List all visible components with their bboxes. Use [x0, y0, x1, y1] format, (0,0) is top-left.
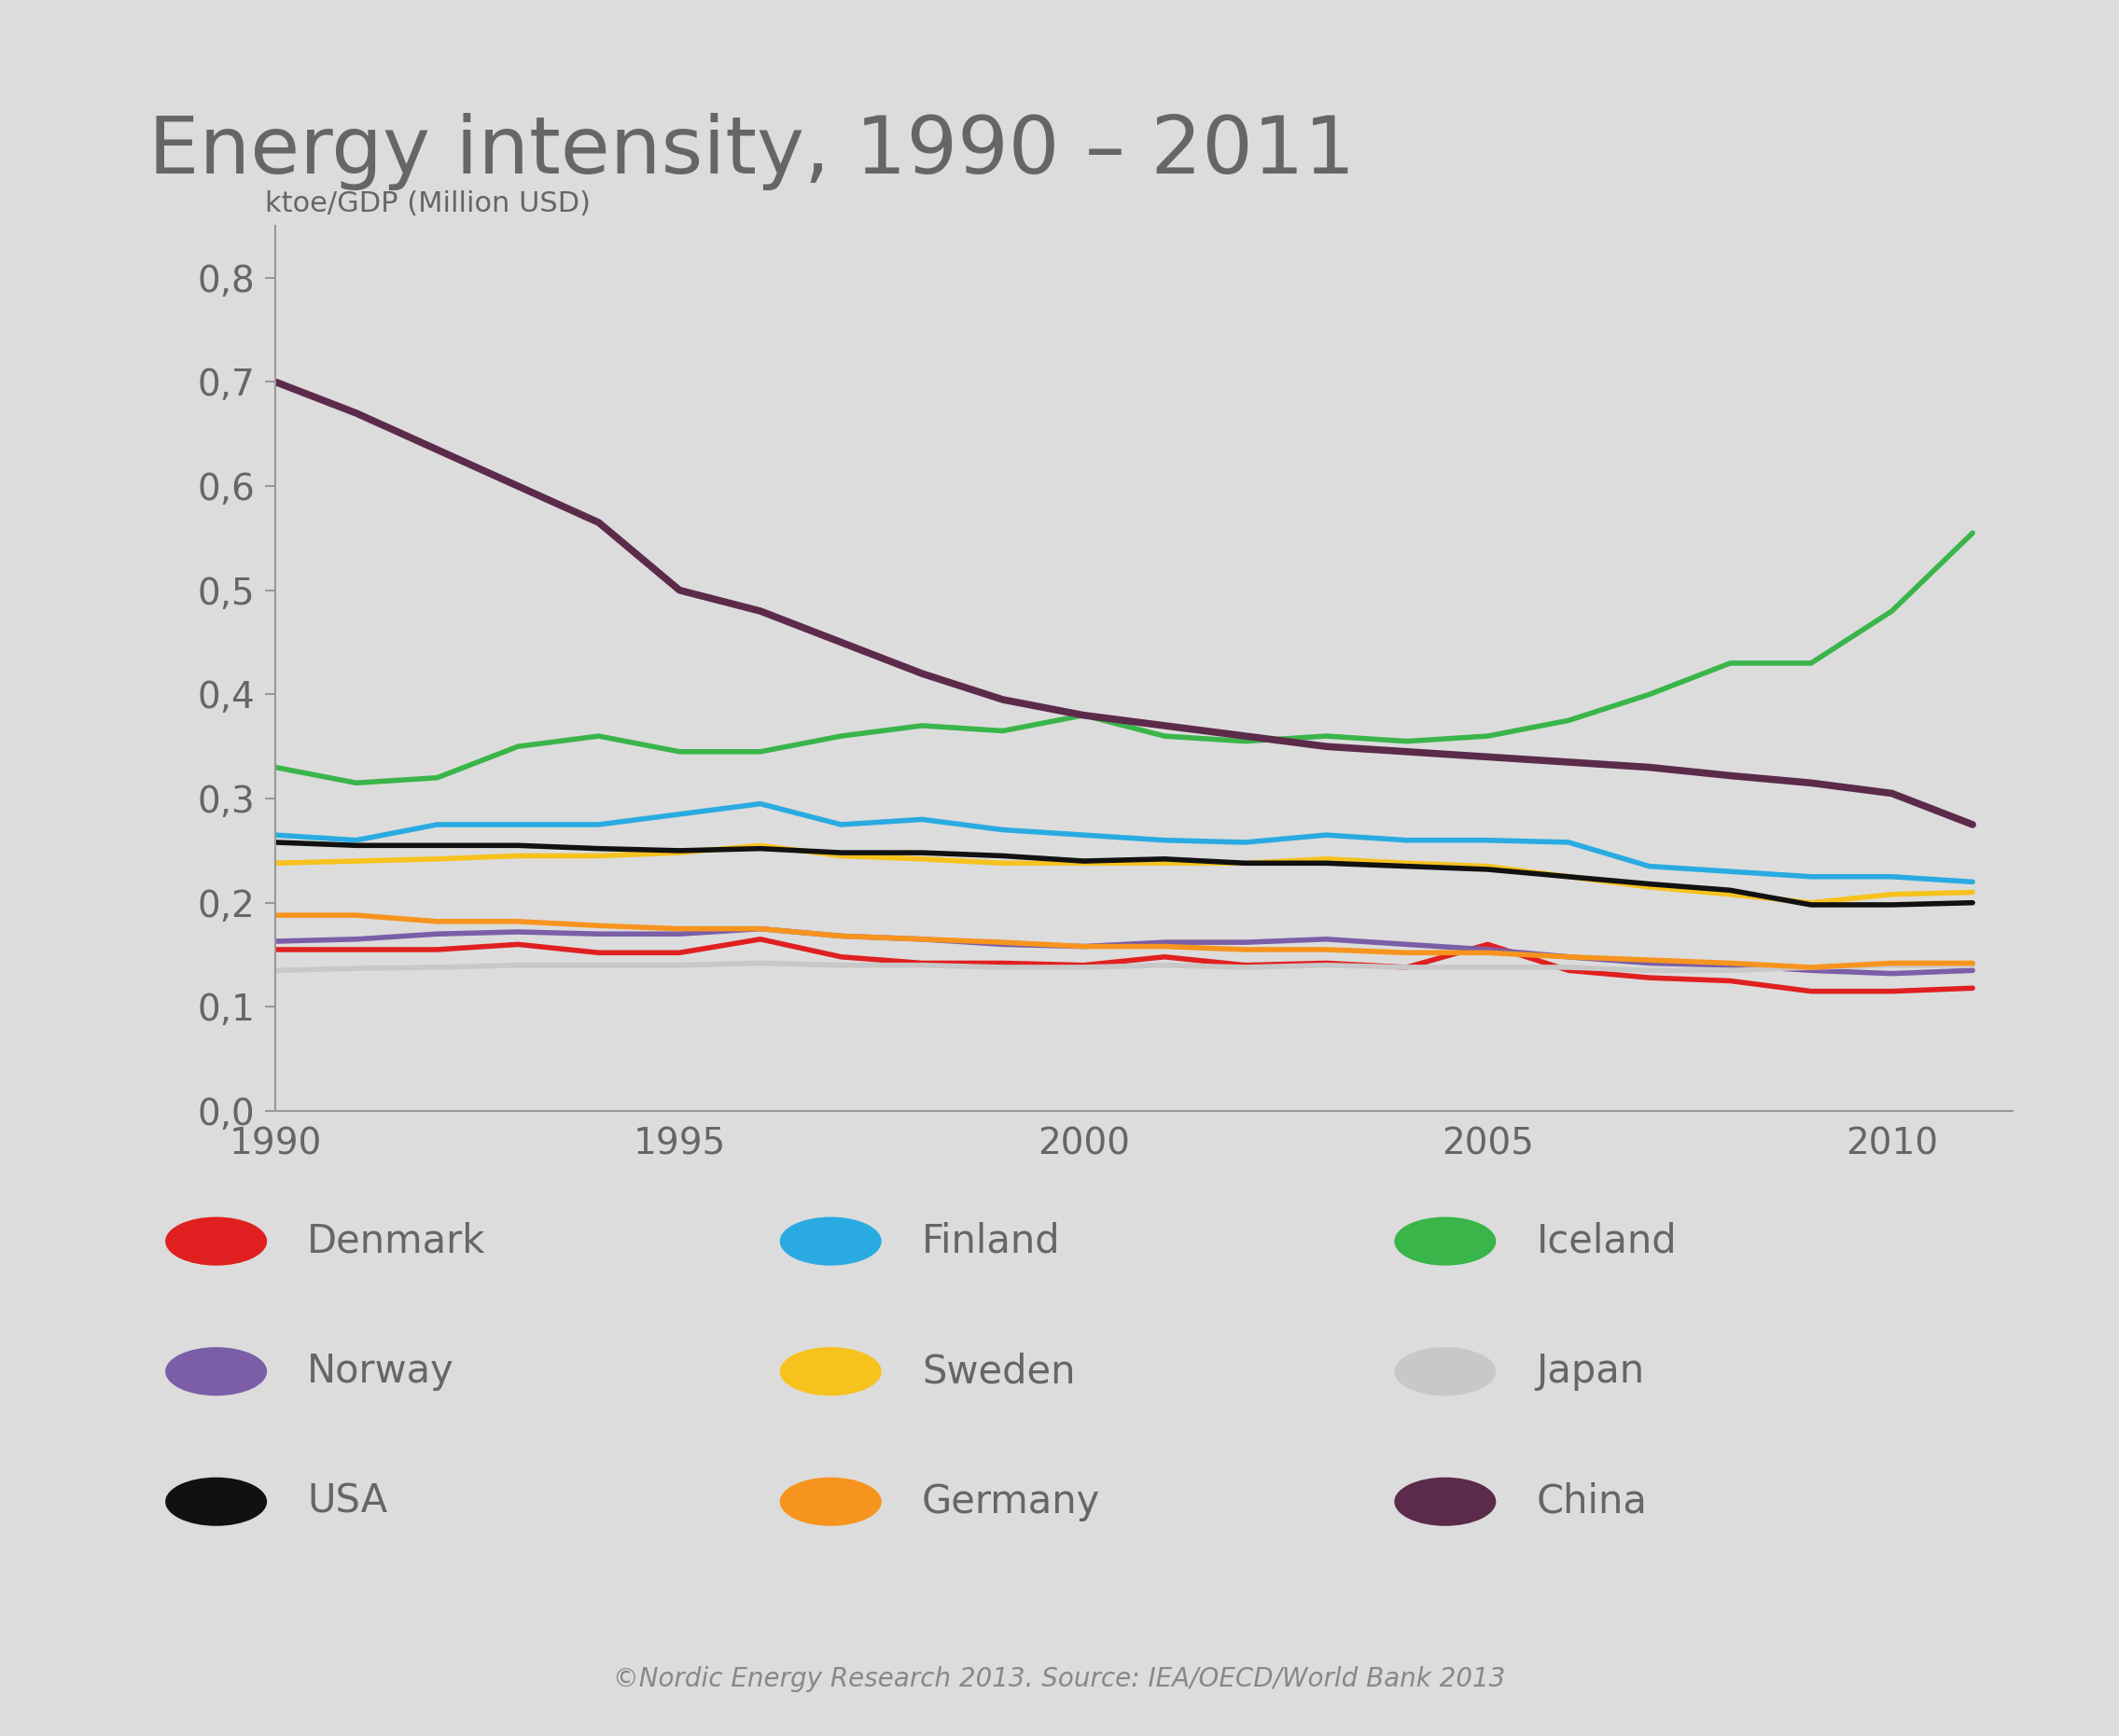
Text: Denmark: Denmark	[307, 1222, 485, 1260]
Text: USA: USA	[307, 1483, 388, 1521]
Text: Energy intensity, 1990 – 2011: Energy intensity, 1990 – 2011	[148, 113, 1356, 191]
Text: Norway: Norway	[307, 1352, 453, 1391]
Text: Sweden: Sweden	[922, 1352, 1074, 1391]
Text: Finland: Finland	[922, 1222, 1060, 1260]
Text: ktoe/GDP (Million USD): ktoe/GDP (Million USD)	[265, 189, 591, 217]
Text: Japan: Japan	[1536, 1352, 1644, 1391]
Text: ©Nordic Energy Research 2013. Source: IEA/OECD/World Bank 2013: ©Nordic Energy Research 2013. Source: IE…	[612, 1667, 1507, 1693]
Text: Germany: Germany	[922, 1483, 1100, 1521]
Text: Iceland: Iceland	[1536, 1222, 1676, 1260]
Text: China: China	[1536, 1483, 1646, 1521]
